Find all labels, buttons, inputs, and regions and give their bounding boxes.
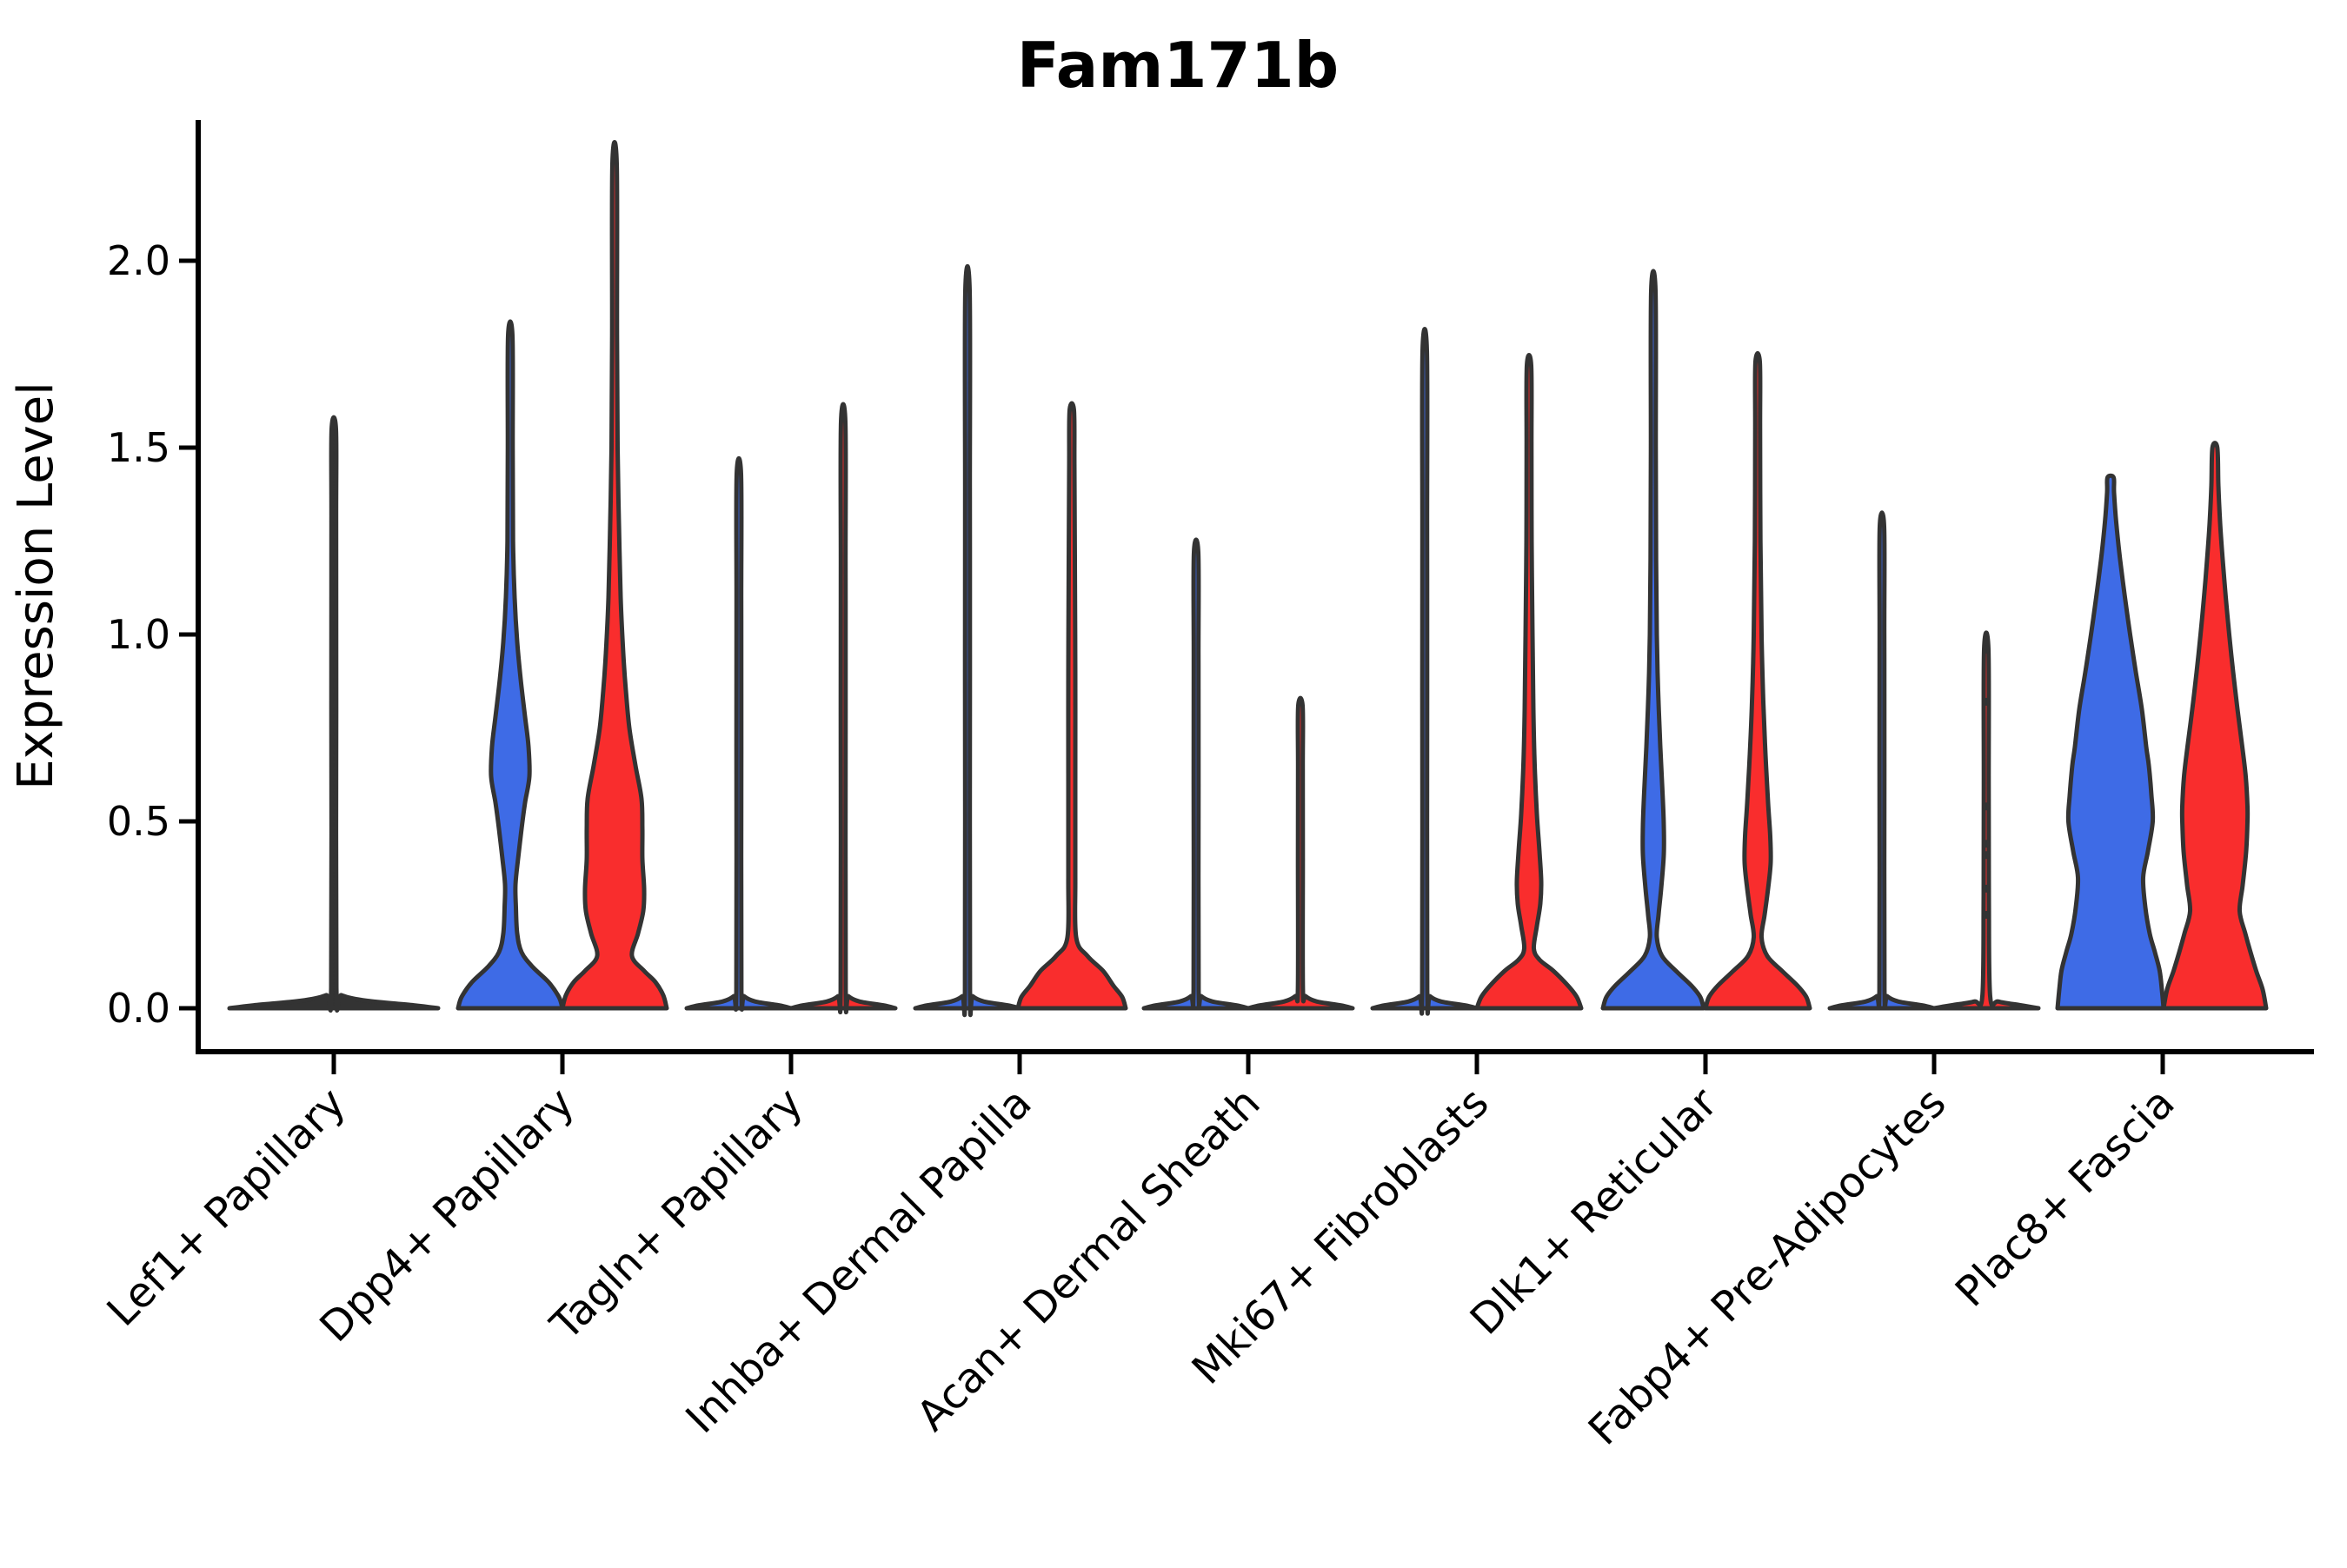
outlier-dot [1982,645,1991,654]
outlier-dot [1982,884,1991,893]
violin-blue [1600,269,1706,1011]
violin-blue [1827,510,1937,1011]
violin-blue [1370,327,1479,1016]
plot-title: Fam171b [1017,29,1339,102]
violin-blue [1141,537,1251,1011]
y-axis-ticks: 0.0 0.5 1.0 1.5 2.0 [107,237,198,1032]
y-tick-label: 1.5 [107,424,170,471]
outlier-dot [1982,851,1991,860]
violin-red [1015,401,1128,1011]
y-tick-label: 1.0 [107,611,170,658]
outlier-dot [1982,911,1991,919]
violin-red [1474,353,1584,1011]
violin-red [1246,695,1355,1011]
outlier-dot [1982,697,1991,706]
violin-blue [2055,473,2166,1011]
violin-red [560,140,669,1011]
violin-blue [684,455,794,1012]
violins-layer [227,140,2269,1018]
y-axis-label: Expression Level [8,382,64,790]
y-tick-label: 2.0 [107,237,170,284]
violin-blue [455,319,565,1011]
outlier-dot [1982,840,1991,848]
y-tick-label: 0.5 [107,798,170,845]
violin-outline [227,415,441,1013]
violin-red [788,402,898,1015]
y-tick-label: 0.0 [107,985,170,1032]
violin-blue [913,264,1022,1018]
violin-red [1703,350,1812,1011]
violin-red [1931,630,2041,1011]
violin-red [2161,441,2269,1011]
outlier-dot [1982,802,1991,811]
